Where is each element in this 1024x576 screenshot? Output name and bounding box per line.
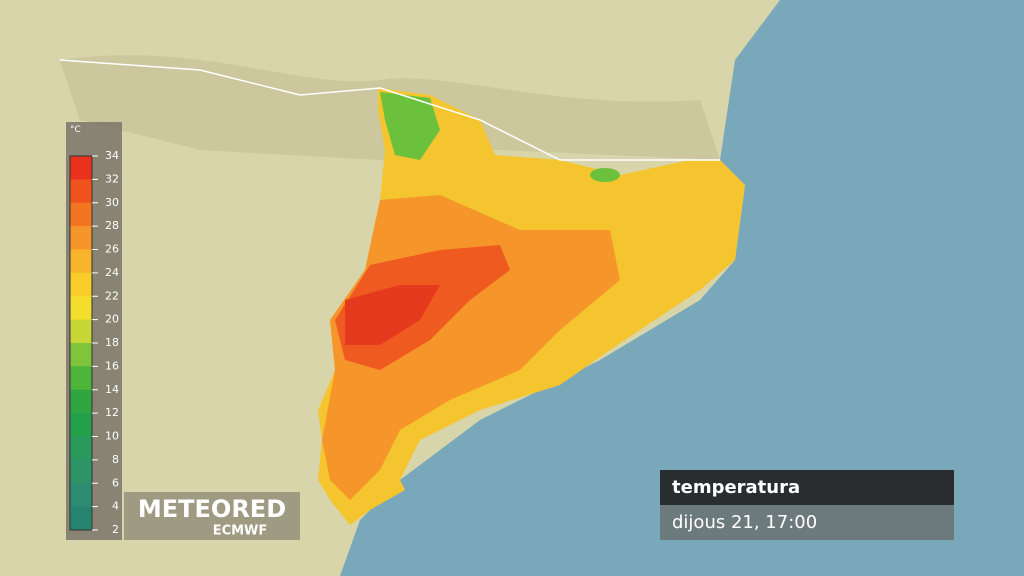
legend-tick-label: 12 (105, 406, 119, 419)
border (59, 59, 720, 161)
legend-band (70, 483, 92, 508)
legend-tick-label: 8 (112, 453, 119, 466)
legend-band (70, 156, 92, 180)
legend-band (70, 226, 92, 250)
legend-band (70, 506, 92, 531)
legend-tick-label: 16 (105, 359, 119, 372)
legend-band (70, 249, 92, 274)
legend-band (70, 459, 92, 484)
legend-band (70, 272, 92, 297)
legend-band (70, 413, 92, 437)
legend-tick-label: 30 (105, 196, 119, 209)
info-body (660, 505, 954, 540)
legend-band (70, 366, 92, 391)
legend-band (70, 343, 92, 367)
region-cool (590, 168, 620, 182)
legend-unit: °C (70, 125, 81, 135)
legend: 34 32 30 28 26 24 22 20 18 16 14 12 10 8 6 4 2 (69, 149, 119, 536)
legend-tick-label: 18 (105, 336, 119, 349)
region-peak (345, 285, 440, 345)
legend-tick-label: 32 (105, 172, 119, 185)
legend-band (70, 202, 92, 227)
info-variable: temperatura (672, 477, 800, 498)
info-time: dijous 21, 17:00 (672, 512, 817, 533)
logo-brand: METEORED (138, 495, 286, 523)
legend-band (70, 179, 92, 204)
region-cool (380, 92, 440, 160)
legend-tick-label: 28 (105, 219, 119, 232)
legend-tick-label: 24 (105, 266, 119, 279)
logo-source: ECMWF (213, 524, 268, 539)
legend-tick-label: 34 (105, 149, 119, 162)
logo-panel (124, 492, 300, 540)
legend-tick-label: 14 (105, 383, 119, 396)
legend-tick-label: 2 (112, 523, 119, 536)
legend-tick-label: 10 (105, 430, 119, 443)
legend-tick-label: 6 (112, 476, 119, 489)
legend-tick-label: 26 (105, 243, 119, 256)
legend-tick-label: 4 (112, 500, 119, 513)
legend-band (70, 319, 92, 344)
legend-tick-label: 22 (105, 289, 119, 302)
info-header (660, 470, 954, 505)
legend-band (70, 296, 92, 321)
legend-tick-label: 20 (105, 313, 119, 326)
sea (340, 0, 1024, 576)
legend-band (70, 436, 92, 461)
legend-band (70, 389, 92, 414)
